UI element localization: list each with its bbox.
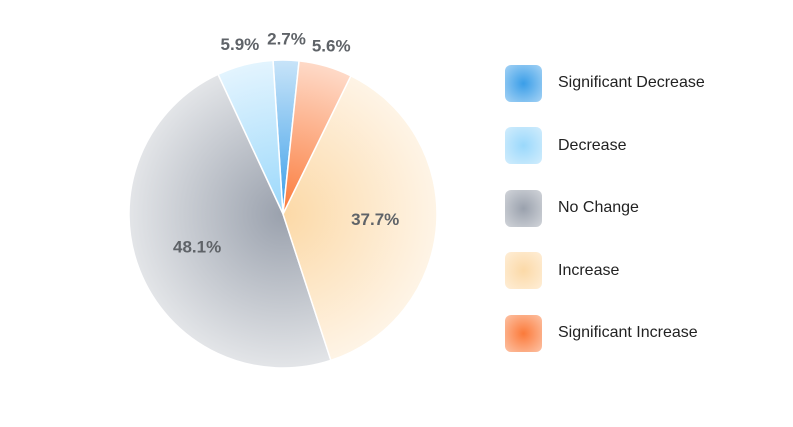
legend-label-decrease: Decrease [558, 136, 627, 154]
legend-label-no-change: No Change [558, 199, 639, 216]
legend-swatch-decrease [505, 127, 542, 164]
pie-slice-no-change [128, 73, 332, 369]
slice-label-no-change: 48.1% [173, 237, 221, 256]
slice-label-significant-decrease: 2.7% [267, 29, 306, 48]
legend: Significant Decrease Decrease No Change … [505, 63, 705, 376]
legend-item-decrease: Decrease [505, 126, 705, 166]
legend-label-increase: Increase [558, 261, 620, 279]
legend-swatch-significant-increase [505, 314, 542, 352]
legend-swatch-no-change [505, 189, 542, 227]
pie-slices [128, 59, 438, 369]
legend-item-increase: Increase [505, 251, 705, 291]
slice-label-increase: 37.7% [351, 210, 399, 229]
pie-slice-significant-increase [282, 60, 352, 215]
legend-item-significant-increase: Significant Increase [505, 313, 705, 353]
legend-label-significant-decrease: Significant Decrease [558, 74, 705, 91]
slice-label-significant-increase: 5.6% [312, 36, 351, 55]
pie-labels: 2.7% 5.9% 48.1% 37.7% 5.6% [173, 29, 399, 256]
legend-item-no-change: No Change [505, 188, 705, 228]
legend-swatch-significant-decrease [505, 64, 542, 102]
slice-label-decrease: 5.9% [221, 35, 260, 54]
legend-item-significant-decrease: Significant Decrease [505, 63, 705, 103]
legend-label-significant-increase: Significant Increase [558, 324, 698, 341]
pie-slice-increase [282, 74, 438, 362]
legend-swatch-increase [505, 252, 542, 289]
